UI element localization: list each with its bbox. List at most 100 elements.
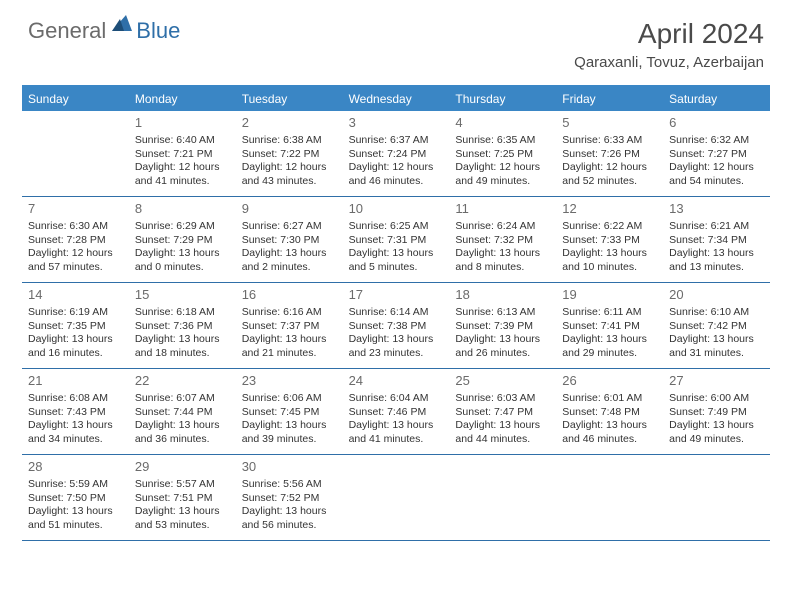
day-number: 21 xyxy=(28,373,123,390)
daylight-line-2: and 41 minutes. xyxy=(349,433,444,447)
sunrise-line: Sunrise: 6:10 AM xyxy=(669,306,764,320)
calendar-cell xyxy=(343,455,450,541)
daylight-line-1: Daylight: 13 hours xyxy=(669,247,764,261)
sunset-line: Sunset: 7:30 PM xyxy=(242,234,337,248)
calendar-cell: 23Sunrise: 6:06 AMSunset: 7:45 PMDayligh… xyxy=(236,369,343,455)
daylight-line-1: Daylight: 13 hours xyxy=(562,333,657,347)
weekday-header: Thursday xyxy=(449,87,556,111)
sunrise-line: Sunrise: 5:57 AM xyxy=(135,478,230,492)
calendar-cell: 9Sunrise: 6:27 AMSunset: 7:30 PMDaylight… xyxy=(236,197,343,283)
daylight-line-1: Daylight: 13 hours xyxy=(669,333,764,347)
weekday-header: Sunday xyxy=(22,87,129,111)
day-number: 25 xyxy=(455,373,550,390)
calendar-cell: 14Sunrise: 6:19 AMSunset: 7:35 PMDayligh… xyxy=(22,283,129,369)
day-number: 7 xyxy=(28,201,123,218)
calendar-cell xyxy=(449,455,556,541)
logo-sail-icon xyxy=(112,15,132,36)
logo: General Blue xyxy=(28,18,180,44)
calendar-cell: 6Sunrise: 6:32 AMSunset: 7:27 PMDaylight… xyxy=(663,111,770,197)
daylight-line-1: Daylight: 12 hours xyxy=(135,161,230,175)
calendar-cell: 7Sunrise: 6:30 AMSunset: 7:28 PMDaylight… xyxy=(22,197,129,283)
sunset-line: Sunset: 7:39 PM xyxy=(455,320,550,334)
sunrise-line: Sunrise: 6:33 AM xyxy=(562,134,657,148)
sunset-line: Sunset: 7:37 PM xyxy=(242,320,337,334)
daylight-line-1: Daylight: 13 hours xyxy=(28,419,123,433)
sunset-line: Sunset: 7:24 PM xyxy=(349,148,444,162)
daylight-line-1: Daylight: 13 hours xyxy=(28,505,123,519)
calendar-cell xyxy=(663,455,770,541)
calendar-cell: 11Sunrise: 6:24 AMSunset: 7:32 PMDayligh… xyxy=(449,197,556,283)
daylight-line-2: and 49 minutes. xyxy=(455,175,550,189)
daylight-line-1: Daylight: 13 hours xyxy=(562,247,657,261)
day-number: 22 xyxy=(135,373,230,390)
sunset-line: Sunset: 7:48 PM xyxy=(562,406,657,420)
title-block: April 2024 Qaraxanli, Tovuz, Azerbaijan xyxy=(574,18,764,71)
daylight-line-1: Daylight: 13 hours xyxy=(455,419,550,433)
sunset-line: Sunset: 7:50 PM xyxy=(28,492,123,506)
calendar-cell xyxy=(22,111,129,197)
sunset-line: Sunset: 7:43 PM xyxy=(28,406,123,420)
sunrise-line: Sunrise: 6:29 AM xyxy=(135,220,230,234)
logo-text-blue: Blue xyxy=(136,18,180,44)
weekday-header: Friday xyxy=(556,87,663,111)
day-number: 29 xyxy=(135,459,230,476)
calendar-cell: 1Sunrise: 6:40 AMSunset: 7:21 PMDaylight… xyxy=(129,111,236,197)
sunrise-line: Sunrise: 6:27 AM xyxy=(242,220,337,234)
daylight-line-2: and 34 minutes. xyxy=(28,433,123,447)
daylight-line-1: Daylight: 13 hours xyxy=(562,419,657,433)
daylight-line-2: and 8 minutes. xyxy=(455,261,550,275)
day-number: 14 xyxy=(28,287,123,304)
sunset-line: Sunset: 7:35 PM xyxy=(28,320,123,334)
sunset-line: Sunset: 7:34 PM xyxy=(669,234,764,248)
sunrise-line: Sunrise: 6:30 AM xyxy=(28,220,123,234)
sunset-line: Sunset: 7:51 PM xyxy=(135,492,230,506)
calendar-cell: 13Sunrise: 6:21 AMSunset: 7:34 PMDayligh… xyxy=(663,197,770,283)
daylight-line-1: Daylight: 13 hours xyxy=(28,333,123,347)
day-number: 11 xyxy=(455,201,550,218)
calendar-cell: 18Sunrise: 6:13 AMSunset: 7:39 PMDayligh… xyxy=(449,283,556,369)
daylight-line-2: and 44 minutes. xyxy=(455,433,550,447)
calendar-cell: 15Sunrise: 6:18 AMSunset: 7:36 PMDayligh… xyxy=(129,283,236,369)
calendar-cell: 17Sunrise: 6:14 AMSunset: 7:38 PMDayligh… xyxy=(343,283,450,369)
sunset-line: Sunset: 7:22 PM xyxy=(242,148,337,162)
daylight-line-2: and 49 minutes. xyxy=(669,433,764,447)
daylight-line-2: and 51 minutes. xyxy=(28,519,123,533)
sunrise-line: Sunrise: 6:07 AM xyxy=(135,392,230,406)
sunset-line: Sunset: 7:47 PM xyxy=(455,406,550,420)
calendar-cell: 24Sunrise: 6:04 AMSunset: 7:46 PMDayligh… xyxy=(343,369,450,455)
day-number: 2 xyxy=(242,115,337,132)
calendar-cell: 28Sunrise: 5:59 AMSunset: 7:50 PMDayligh… xyxy=(22,455,129,541)
day-number: 18 xyxy=(455,287,550,304)
sunset-line: Sunset: 7:46 PM xyxy=(349,406,444,420)
daylight-line-2: and 5 minutes. xyxy=(349,261,444,275)
day-number: 8 xyxy=(135,201,230,218)
daylight-line-1: Daylight: 13 hours xyxy=(242,419,337,433)
daylight-line-2: and 57 minutes. xyxy=(28,261,123,275)
day-number: 12 xyxy=(562,201,657,218)
weekday-header: Tuesday xyxy=(236,87,343,111)
sunset-line: Sunset: 7:52 PM xyxy=(242,492,337,506)
daylight-line-2: and 56 minutes. xyxy=(242,519,337,533)
sunrise-line: Sunrise: 6:24 AM xyxy=(455,220,550,234)
day-number: 9 xyxy=(242,201,337,218)
daylight-line-1: Daylight: 13 hours xyxy=(349,419,444,433)
sunset-line: Sunset: 7:26 PM xyxy=(562,148,657,162)
calendar-cell: 12Sunrise: 6:22 AMSunset: 7:33 PMDayligh… xyxy=(556,197,663,283)
calendar-cell: 30Sunrise: 5:56 AMSunset: 7:52 PMDayligh… xyxy=(236,455,343,541)
sunrise-line: Sunrise: 5:59 AM xyxy=(28,478,123,492)
sunrise-line: Sunrise: 6:38 AM xyxy=(242,134,337,148)
daylight-line-1: Daylight: 13 hours xyxy=(349,333,444,347)
weekday-header: Saturday xyxy=(663,87,770,111)
calendar-cell: 3Sunrise: 6:37 AMSunset: 7:24 PMDaylight… xyxy=(343,111,450,197)
sunset-line: Sunset: 7:28 PM xyxy=(28,234,123,248)
sunset-line: Sunset: 7:44 PM xyxy=(135,406,230,420)
sunrise-line: Sunrise: 6:03 AM xyxy=(455,392,550,406)
day-number: 10 xyxy=(349,201,444,218)
sunrise-line: Sunrise: 6:40 AM xyxy=(135,134,230,148)
daylight-line-2: and 13 minutes. xyxy=(669,261,764,275)
daylight-line-2: and 0 minutes. xyxy=(135,261,230,275)
sunrise-line: Sunrise: 6:32 AM xyxy=(669,134,764,148)
daylight-line-1: Daylight: 12 hours xyxy=(349,161,444,175)
daylight-line-2: and 10 minutes. xyxy=(562,261,657,275)
daylight-line-1: Daylight: 12 hours xyxy=(242,161,337,175)
